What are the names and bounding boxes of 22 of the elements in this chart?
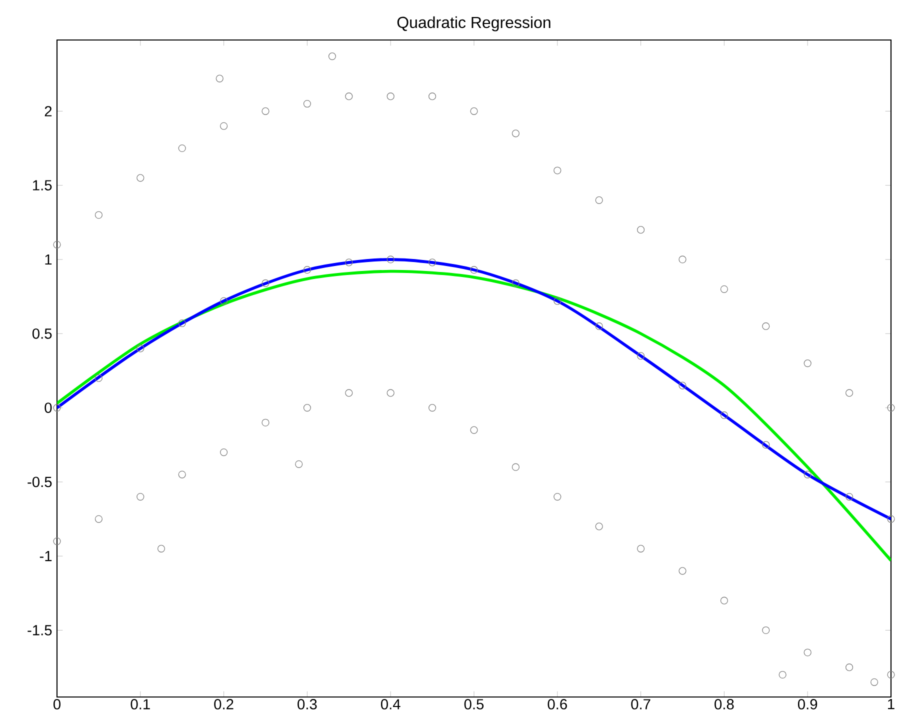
x-tick-label: 0.5 — [464, 699, 484, 710]
y-tick-label: -1.5 — [28, 625, 52, 636]
x-tick-label: 0.3 — [298, 699, 317, 710]
x-tick-label: 1 — [888, 699, 894, 710]
x-tick-label: 0.1 — [130, 699, 150, 710]
x-tick-label: 0.7 — [631, 699, 650, 710]
line-series — [57, 258, 891, 520]
x-tick-label: 0.8 — [714, 699, 734, 710]
x-tick-label: 0.6 — [548, 699, 567, 710]
x-tick-label: 0.9 — [798, 699, 818, 710]
y-tick-label: -0.5 — [28, 476, 52, 488]
y-tick-label: 0 — [44, 402, 52, 413]
y-tick-label: 2 — [44, 106, 52, 116]
y-tick-label: -1 — [40, 551, 52, 562]
x-tick-label: 0 — [53, 699, 60, 710]
chart-title: Quadratic Regression — [397, 16, 550, 32]
y-tick-label: 1.5 — [33, 180, 52, 190]
x-tick-label: 0.2 — [214, 699, 234, 710]
line-series — [57, 270, 891, 562]
x-tick-label: 0.4 — [380, 699, 400, 710]
y-tick-label: 1 — [45, 254, 52, 265]
y-tick-label: 0.5 — [32, 328, 52, 339]
